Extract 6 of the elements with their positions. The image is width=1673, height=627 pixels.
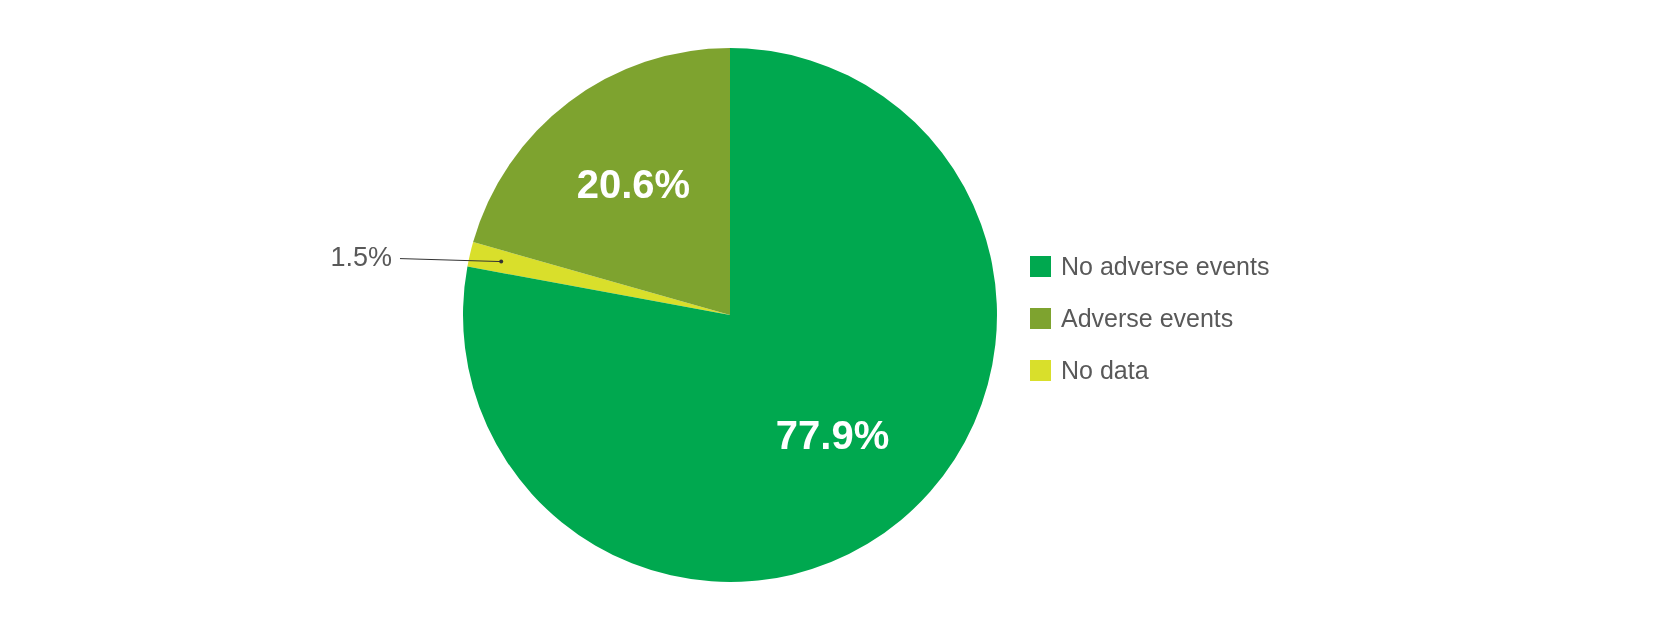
data-label: 20.6% (576, 162, 691, 207)
legend-label: No adverse events (1061, 251, 1270, 281)
data-label: 77.9% (775, 413, 890, 458)
data-label: 1.5% (330, 242, 392, 273)
legend-label: Adverse events (1061, 303, 1234, 333)
legend-label: No data (1061, 355, 1149, 385)
